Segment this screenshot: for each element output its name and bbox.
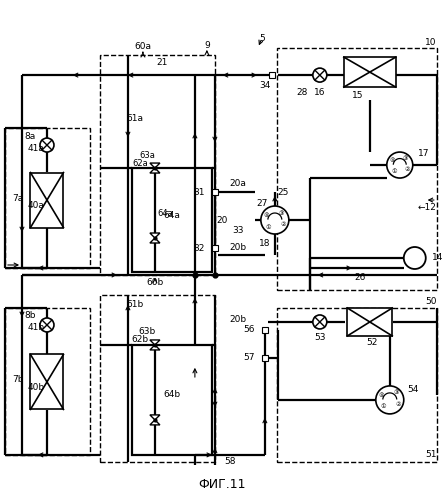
Text: 56: 56 — [243, 326, 255, 334]
Text: 20b: 20b — [229, 316, 247, 324]
Text: ②: ② — [395, 402, 401, 407]
Text: ②: ② — [405, 167, 410, 172]
Text: 62b: 62b — [131, 336, 149, 344]
Text: 15: 15 — [352, 90, 364, 100]
Polygon shape — [150, 415, 160, 420]
Bar — [132, 345, 212, 455]
Text: 27: 27 — [256, 198, 267, 207]
Bar — [277, 48, 437, 290]
Text: 21: 21 — [156, 58, 168, 66]
Text: 20: 20 — [216, 216, 227, 224]
Text: ②: ② — [280, 222, 286, 228]
Bar — [262, 327, 268, 333]
Bar — [262, 355, 268, 361]
Text: ③: ③ — [403, 156, 409, 161]
Polygon shape — [150, 340, 160, 345]
Circle shape — [261, 206, 289, 234]
Text: ФИГ.11: ФИГ.11 — [198, 478, 246, 492]
Polygon shape — [150, 168, 160, 173]
Text: 57: 57 — [243, 354, 255, 362]
Text: 33: 33 — [232, 226, 243, 234]
Text: ③: ③ — [278, 210, 284, 216]
Text: 41a: 41a — [28, 144, 45, 152]
Text: 17: 17 — [418, 148, 429, 158]
Text: 51: 51 — [425, 450, 437, 460]
Text: 7b: 7b — [12, 376, 24, 384]
Text: 31: 31 — [194, 188, 205, 196]
Text: 60a: 60a — [134, 42, 151, 50]
Text: 54: 54 — [407, 386, 418, 394]
Polygon shape — [150, 345, 160, 350]
Text: 40b: 40b — [28, 384, 45, 392]
Polygon shape — [150, 163, 160, 168]
Text: ①: ① — [380, 404, 386, 409]
Text: 61a: 61a — [126, 114, 143, 122]
Circle shape — [387, 152, 413, 178]
Text: ①: ① — [266, 224, 271, 230]
Text: 34: 34 — [259, 80, 271, 90]
Text: ①: ① — [391, 169, 397, 174]
Text: 20a: 20a — [230, 178, 246, 188]
Text: 62a: 62a — [132, 158, 148, 168]
Bar — [344, 57, 396, 87]
Bar — [5, 128, 90, 268]
Circle shape — [40, 318, 54, 332]
Text: 50: 50 — [425, 298, 437, 306]
Text: 9: 9 — [204, 40, 210, 50]
Text: 64a: 64a — [163, 210, 180, 220]
Bar — [212, 245, 218, 251]
Bar — [212, 189, 218, 195]
Text: 20b: 20b — [229, 242, 247, 252]
Text: 64a: 64a — [157, 208, 173, 218]
Text: 61b: 61b — [126, 300, 144, 310]
Bar — [269, 72, 275, 78]
Text: 64b: 64b — [163, 390, 181, 400]
Bar — [31, 172, 64, 228]
Bar — [347, 308, 392, 336]
Bar — [5, 308, 90, 455]
Text: 26: 26 — [354, 274, 365, 282]
Text: 63a: 63a — [139, 150, 155, 160]
Bar — [31, 354, 64, 410]
Text: ③: ③ — [393, 390, 399, 396]
Circle shape — [376, 386, 404, 414]
Polygon shape — [150, 233, 160, 238]
Text: 25: 25 — [277, 188, 288, 196]
Bar — [277, 308, 437, 462]
Text: 16: 16 — [314, 88, 326, 96]
Bar — [132, 168, 212, 272]
Text: ④: ④ — [389, 158, 395, 163]
Circle shape — [40, 138, 54, 152]
Text: 5: 5 — [259, 34, 265, 42]
Text: ④: ④ — [263, 212, 269, 218]
Circle shape — [404, 247, 426, 269]
Text: 52: 52 — [366, 338, 377, 347]
Text: 60b: 60b — [146, 278, 163, 287]
Text: ←12: ←12 — [418, 202, 437, 211]
Text: 58: 58 — [224, 458, 235, 466]
Text: 32: 32 — [194, 244, 205, 252]
Text: 41b: 41b — [28, 324, 45, 332]
Bar — [100, 295, 215, 462]
Text: 40a: 40a — [28, 200, 45, 209]
Text: 63b: 63b — [138, 328, 156, 336]
Text: 8a: 8a — [24, 132, 36, 140]
Text: ④: ④ — [379, 392, 384, 398]
Text: 18: 18 — [259, 238, 271, 248]
Polygon shape — [150, 420, 160, 425]
Text: 53: 53 — [314, 334, 326, 342]
Circle shape — [313, 68, 327, 82]
Text: 28: 28 — [296, 88, 307, 96]
Text: 7a: 7a — [12, 194, 23, 202]
Circle shape — [313, 315, 327, 329]
Bar — [100, 55, 215, 275]
Text: 14: 14 — [432, 254, 443, 262]
Text: 8b: 8b — [24, 312, 36, 320]
Polygon shape — [150, 238, 160, 243]
Text: 10: 10 — [425, 38, 437, 46]
